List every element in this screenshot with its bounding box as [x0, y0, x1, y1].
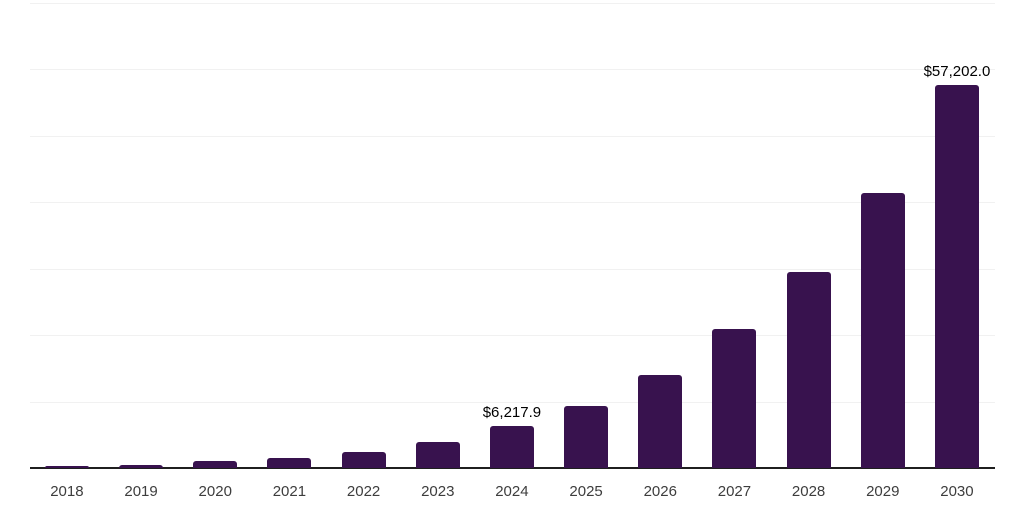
gridline — [30, 268, 995, 270]
x-axis-line — [30, 467, 995, 469]
gridline — [30, 3, 995, 4]
value-label-2030: $57,202.0 — [923, 63, 991, 80]
gridline — [30, 401, 995, 403]
bar-2026 — [638, 374, 683, 468]
x-tick-label-2024: 2024 — [495, 483, 529, 500]
x-tick-label-2027: 2027 — [717, 483, 752, 500]
x-tick-label-2020: 2020 — [198, 483, 232, 500]
x-tick-label-2019: 2019 — [124, 483, 158, 500]
x-tick-label-2023: 2023 — [421, 483, 455, 500]
x-tick-label-2029: 2029 — [866, 483, 900, 500]
plot-area: $6,217.9 $57,202.0 — [30, 3, 995, 469]
bar-2028 — [786, 271, 831, 468]
bar-2024 — [489, 426, 534, 468]
gridline — [30, 335, 995, 337]
gridline — [30, 69, 995, 71]
x-tick-label-2021: 2021 — [272, 483, 307, 500]
x-tick-label-2025: 2025 — [569, 483, 603, 500]
x-tick-label-2028: 2028 — [791, 483, 826, 500]
bar-2020 — [193, 460, 238, 468]
bar-2023 — [415, 442, 460, 468]
bar-2021 — [267, 458, 312, 468]
x-tick-label-2026: 2026 — [643, 483, 677, 500]
bar-2025 — [564, 406, 609, 468]
x-tick-label-2030: 2030 — [940, 483, 974, 500]
gridline — [30, 135, 995, 137]
bar-2030 — [934, 85, 979, 468]
gridline — [30, 202, 995, 204]
x-tick-label-2018: 2018 — [50, 483, 84, 500]
bar-2019 — [119, 464, 164, 468]
value-label-2024: $6,217.9 — [482, 404, 542, 422]
x-axis: 2018 2019 2020 2021 2022 2023 2024 2025 2026 2027… — [30, 484, 995, 504]
bar-2029 — [860, 192, 905, 468]
bar-2022 — [341, 452, 386, 468]
bar-2018 — [44, 465, 89, 468]
bar-2027 — [712, 329, 757, 468]
x-tick-label-2022: 2022 — [346, 483, 381, 500]
